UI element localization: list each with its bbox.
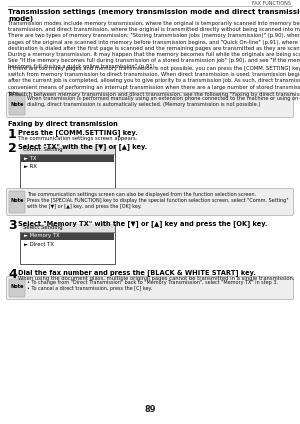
FancyBboxPatch shape (9, 279, 25, 297)
Text: To switch between memory transmission and direct transmission, see the following: To switch between memory transmission an… (8, 92, 300, 97)
FancyBboxPatch shape (20, 224, 115, 264)
Text: Press the [COMM.SETTING] key.: Press the [COMM.SETTING] key. (18, 129, 138, 136)
FancyBboxPatch shape (7, 189, 293, 215)
Text: 4: 4 (8, 268, 17, 281)
Text: ► RX: ► RX (24, 164, 37, 168)
Text: 3: 3 (8, 219, 16, 232)
Text: ► Memory TX: ► Memory TX (24, 234, 60, 238)
Text: Dial the fax number and press the [BLACK & WHITE START] key.: Dial the fax number and press the [BLACK… (18, 269, 256, 276)
Text: Transmission modes include memory transmission, where the original is temporaril: Transmission modes include memory transm… (8, 21, 300, 70)
Text: ► TX: ► TX (24, 156, 37, 161)
FancyBboxPatch shape (9, 191, 25, 213)
Text: 89: 89 (144, 405, 156, 414)
FancyBboxPatch shape (20, 224, 115, 232)
Text: Note: Note (10, 198, 24, 204)
FancyBboxPatch shape (7, 92, 293, 117)
Text: ► Direct TX: ► Direct TX (24, 242, 54, 246)
Text: Note: Note (10, 101, 24, 106)
Text: When transmission is performed manually using an extension phone connected to th: When transmission is performed manually … (27, 96, 300, 107)
FancyBboxPatch shape (7, 276, 293, 299)
FancyBboxPatch shape (21, 232, 114, 240)
Text: 1: 1 (8, 128, 17, 141)
Text: Note: Note (10, 285, 24, 290)
Text: Select "Memory TX" with the [▼] or [▲] key and press the [OK] key.: Select "Memory TX" with the [▼] or [▲] k… (18, 220, 268, 227)
Text: FAX FUNCTIONS: FAX FUNCTIONS (252, 1, 291, 6)
Text: Faxing by direct transmission: Faxing by direct transmission (8, 121, 118, 127)
FancyBboxPatch shape (9, 95, 25, 115)
Text: The communication settings screen appears.: The communication settings screen appear… (18, 136, 137, 141)
Text: Transmission settings (memory transmission mode and direct transmission
mode): Transmission settings (memory transmissi… (8, 9, 300, 22)
Text: • To change from "Direct Transmission" back to "Memory Transmission", select "Me: • To change from "Direct Transmission" b… (27, 280, 278, 291)
Text: The communication settings screen can also be displayed from the function select: The communication settings screen can al… (27, 192, 289, 209)
Text: Select "TX" with the [▼] or [▲] key.: Select "TX" with the [▼] or [▲] key. (18, 143, 147, 150)
Text: When using the document glass, multiple original pages cannot be transmitted in : When using the document glass, multiple … (18, 276, 295, 281)
Text: Comm. Setting: Comm. Setting (23, 147, 63, 152)
Text: Select Sending: Select Sending (23, 225, 63, 230)
Text: 2: 2 (8, 142, 17, 155)
FancyBboxPatch shape (20, 146, 115, 154)
Text: If there are too many pages and memory transmission is not possible, you can pre: If there are too many pages and memory t… (8, 66, 300, 96)
FancyBboxPatch shape (21, 154, 114, 162)
FancyBboxPatch shape (20, 146, 115, 188)
